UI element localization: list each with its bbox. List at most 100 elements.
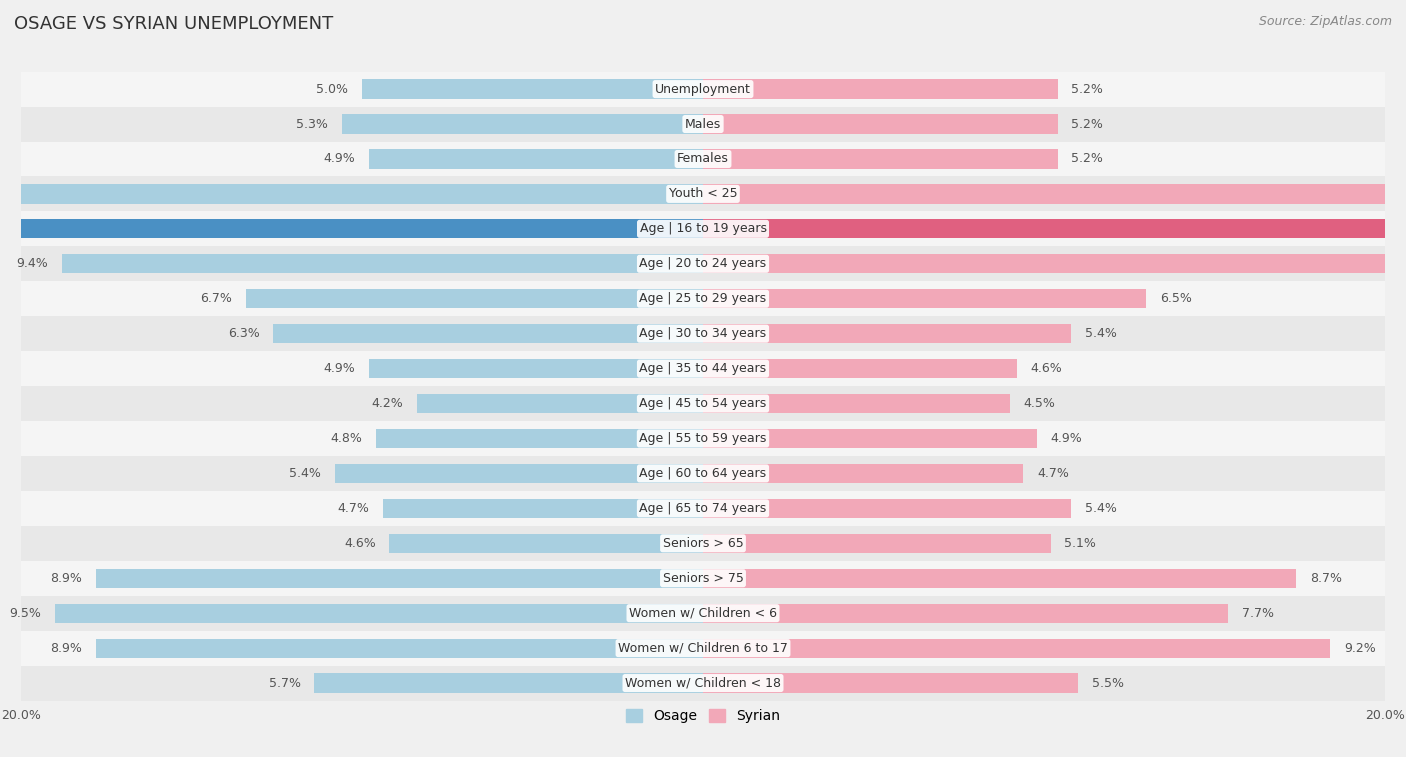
Bar (389, 534, 703, 553)
Bar (21, 176, 1385, 211)
Text: 4.6%: 4.6% (344, 537, 375, 550)
Text: 4.5%: 4.5% (1024, 397, 1056, 410)
Bar (382, 499, 703, 518)
Bar (21, 211, 1385, 246)
Bar (0, 184, 703, 204)
Bar (21, 351, 1385, 386)
Text: 4.8%: 4.8% (330, 432, 363, 445)
Bar (703, 79, 1057, 98)
Text: 9.5%: 9.5% (10, 606, 42, 620)
Text: Unemployment: Unemployment (655, 83, 751, 95)
Bar (703, 324, 1071, 343)
Bar (21, 561, 1385, 596)
Bar (21, 526, 1385, 561)
Bar (246, 289, 703, 308)
Bar (21, 282, 1385, 316)
Text: Seniors > 75: Seniors > 75 (662, 572, 744, 584)
Bar (703, 254, 1406, 273)
Bar (21, 246, 1385, 282)
Text: 8.9%: 8.9% (51, 572, 83, 584)
Text: Youth < 25: Youth < 25 (669, 188, 737, 201)
Bar (21, 72, 1385, 107)
Bar (21, 665, 1385, 700)
Text: Females: Females (678, 152, 728, 166)
Bar (21, 142, 1385, 176)
Text: Age | 25 to 29 years: Age | 25 to 29 years (640, 292, 766, 305)
Bar (703, 149, 1057, 169)
Bar (363, 79, 703, 98)
Text: 8.9%: 8.9% (51, 642, 83, 655)
Bar (375, 429, 703, 448)
Text: Age | 30 to 34 years: Age | 30 to 34 years (640, 327, 766, 340)
Bar (703, 114, 1057, 134)
Text: 4.2%: 4.2% (371, 397, 404, 410)
Bar (703, 394, 1010, 413)
Bar (21, 631, 1385, 665)
Text: Age | 16 to 19 years: Age | 16 to 19 years (640, 223, 766, 235)
Bar (96, 638, 703, 658)
Bar (96, 569, 703, 588)
Text: 5.2%: 5.2% (1071, 83, 1104, 95)
Text: Age | 60 to 64 years: Age | 60 to 64 years (640, 467, 766, 480)
Text: 4.9%: 4.9% (323, 362, 356, 375)
Text: Women w/ Children < 6: Women w/ Children < 6 (628, 606, 778, 620)
Bar (416, 394, 703, 413)
Text: Seniors > 65: Seniors > 65 (662, 537, 744, 550)
Text: Age | 65 to 74 years: Age | 65 to 74 years (640, 502, 766, 515)
Text: 9.2%: 9.2% (1344, 642, 1375, 655)
Bar (21, 316, 1385, 351)
Text: Women w/ Children 6 to 17: Women w/ Children 6 to 17 (619, 642, 787, 655)
Bar (62, 254, 703, 273)
Bar (703, 638, 1330, 658)
Text: Age | 55 to 59 years: Age | 55 to 59 years (640, 432, 766, 445)
Text: 5.2%: 5.2% (1071, 117, 1104, 130)
Text: 5.2%: 5.2% (1071, 152, 1104, 166)
Text: 5.3%: 5.3% (297, 117, 328, 130)
Text: 5.4%: 5.4% (290, 467, 321, 480)
Text: 4.7%: 4.7% (1038, 467, 1069, 480)
Bar (21, 386, 1385, 421)
Text: Age | 45 to 54 years: Age | 45 to 54 years (640, 397, 766, 410)
Bar (703, 289, 1146, 308)
Bar (273, 324, 703, 343)
Text: 5.4%: 5.4% (1085, 502, 1116, 515)
Text: Age | 35 to 44 years: Age | 35 to 44 years (640, 362, 766, 375)
Bar (368, 149, 703, 169)
Bar (368, 359, 703, 378)
Bar (21, 456, 1385, 491)
Text: 4.6%: 4.6% (1031, 362, 1062, 375)
Text: Source: ZipAtlas.com: Source: ZipAtlas.com (1258, 15, 1392, 28)
Bar (0, 220, 703, 238)
Bar (342, 114, 703, 134)
Bar (703, 184, 1406, 204)
Text: 5.7%: 5.7% (269, 677, 301, 690)
Bar (315, 674, 703, 693)
Bar (55, 603, 703, 623)
Bar (703, 359, 1017, 378)
Text: Women w/ Children < 18: Women w/ Children < 18 (626, 677, 780, 690)
Bar (703, 674, 1078, 693)
Bar (335, 464, 703, 483)
Bar (21, 107, 1385, 142)
Bar (703, 534, 1050, 553)
Legend: Osage, Syrian: Osage, Syrian (620, 704, 786, 729)
Text: 5.1%: 5.1% (1064, 537, 1097, 550)
Text: 6.3%: 6.3% (228, 327, 260, 340)
Text: Males: Males (685, 117, 721, 130)
Bar (21, 491, 1385, 526)
Text: 6.7%: 6.7% (201, 292, 232, 305)
Bar (21, 421, 1385, 456)
Bar (703, 464, 1024, 483)
Text: 4.9%: 4.9% (1050, 432, 1083, 445)
Text: 5.4%: 5.4% (1085, 327, 1116, 340)
Bar (21, 596, 1385, 631)
Bar (703, 603, 1227, 623)
Bar (703, 429, 1038, 448)
Text: 5.0%: 5.0% (316, 83, 349, 95)
Bar (703, 569, 1296, 588)
Text: 4.9%: 4.9% (323, 152, 356, 166)
Text: OSAGE VS SYRIAN UNEMPLOYMENT: OSAGE VS SYRIAN UNEMPLOYMENT (14, 15, 333, 33)
Text: 6.5%: 6.5% (1160, 292, 1192, 305)
Text: 8.7%: 8.7% (1310, 572, 1341, 584)
Text: 5.5%: 5.5% (1091, 677, 1123, 690)
